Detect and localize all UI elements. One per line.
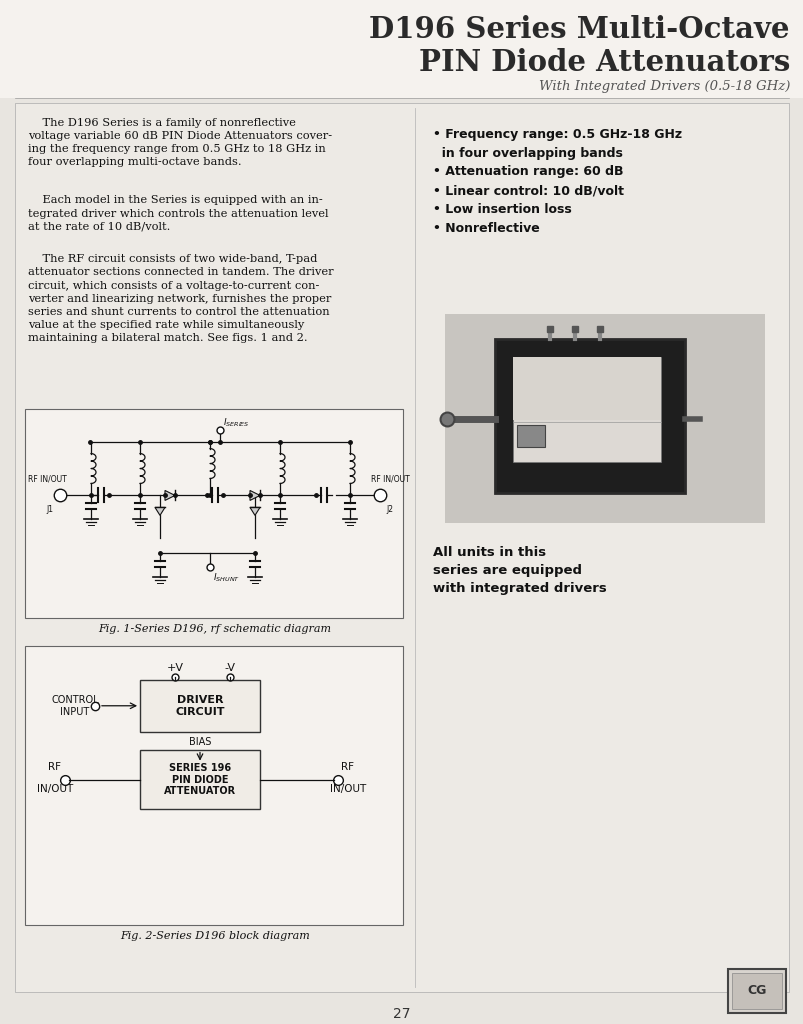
Text: With Integrated Drivers (0.5-18 GHz): With Integrated Drivers (0.5-18 GHz)	[538, 80, 789, 93]
Text: • Low insertion loss: • Low insertion loss	[433, 204, 571, 216]
Text: $I_{SHUNT}$: $I_{SHUNT}$	[213, 571, 240, 584]
Text: BIAS: BIAS	[189, 736, 211, 746]
Text: D196 Series Multi-Octave: D196 Series Multi-Octave	[369, 15, 789, 44]
Text: The D196 Series is a family of nonreflective
voltage variable 60 dB PIN Diode At: The D196 Series is a family of nonreflec…	[28, 118, 332, 167]
Bar	[495, 339, 684, 494]
Text: $I_{SERIES}$: $I_{SERIES}$	[222, 417, 250, 429]
Text: CG: CG	[746, 984, 766, 997]
Text: • Frequency range: 0.5 GHz-18 GHz: • Frequency range: 0.5 GHz-18 GHz	[433, 128, 681, 140]
Bar	[512, 357, 660, 420]
Bar	[727, 969, 785, 1013]
Text: in four overlapping bands: in four overlapping bands	[433, 146, 622, 160]
Text: RF IN/OUT: RF IN/OUT	[27, 474, 67, 483]
Bar	[140, 750, 259, 809]
Bar	[140, 680, 259, 732]
Bar	[516, 425, 544, 446]
Text: RF IN/OUT: RF IN/OUT	[370, 474, 409, 483]
Polygon shape	[250, 490, 259, 501]
Text: -V: -V	[224, 663, 235, 673]
Text: J2: J2	[386, 506, 393, 514]
Text: 27: 27	[393, 1007, 410, 1021]
Bar	[0, 0, 803, 97]
Text: • Nonreflective: • Nonreflective	[433, 222, 539, 236]
Text: The RF circuit consists of two wide-band, T-pad
attenuator sections connected in: The RF circuit consists of two wide-band…	[28, 254, 333, 343]
Bar	[15, 102, 788, 992]
Bar	[25, 646, 402, 925]
Polygon shape	[250, 508, 259, 515]
Text: IN/OUT: IN/OUT	[329, 783, 365, 794]
Text: • Linear control: 10 dB/volt: • Linear control: 10 dB/volt	[433, 184, 623, 198]
Text: RF: RF	[48, 762, 61, 771]
Text: PIN Diode Attenuators: PIN Diode Attenuators	[418, 48, 789, 77]
Text: Fig. 1-Series D196, rf schematic diagram: Fig. 1-Series D196, rf schematic diagram	[99, 624, 331, 634]
Text: All units in this
series are equipped
with integrated drivers: All units in this series are equipped wi…	[433, 546, 606, 595]
Text: CONTROL
INPUT: CONTROL INPUT	[51, 695, 99, 717]
Text: +V: +V	[166, 663, 183, 673]
Bar	[512, 357, 660, 462]
Text: IN/OUT: IN/OUT	[37, 783, 73, 794]
Text: DRIVER
CIRCUIT: DRIVER CIRCUIT	[175, 695, 225, 717]
Text: SERIES 196
PIN DIODE
ATTENUATOR: SERIES 196 PIN DIODE ATTENUATOR	[164, 763, 236, 796]
Polygon shape	[155, 508, 165, 515]
Text: J1: J1	[47, 506, 54, 514]
Bar	[731, 973, 781, 1009]
Bar	[25, 409, 402, 618]
Text: RF: RF	[341, 762, 354, 771]
Bar	[444, 314, 764, 523]
Text: Fig. 2-Series D196 block diagram: Fig. 2-Series D196 block diagram	[120, 931, 309, 941]
Polygon shape	[165, 490, 175, 501]
Text: • Attenuation range: 60 dB: • Attenuation range: 60 dB	[433, 166, 622, 178]
Text: Each model in the Series is equipped with an in-
tegrated driver which controls : Each model in the Series is equipped wit…	[28, 196, 328, 231]
